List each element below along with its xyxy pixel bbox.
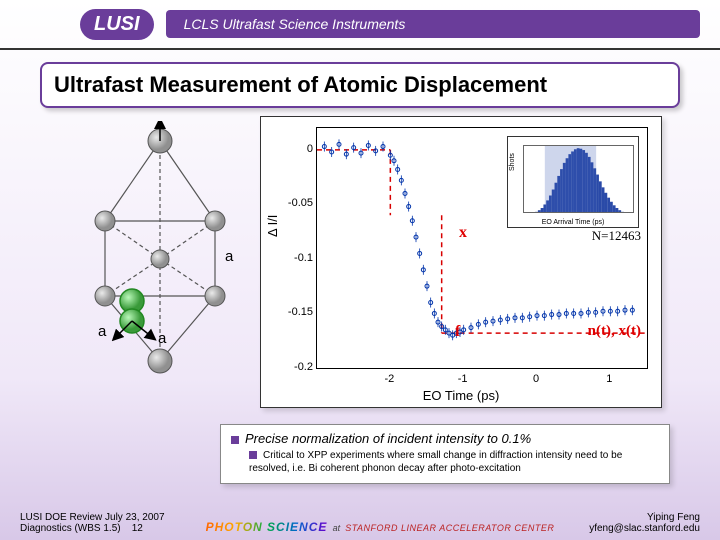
- footer-right: Yiping Feng yfeng@slac.stanford.edu: [560, 512, 700, 534]
- summary-box: Precise normalization of incident intens…: [220, 424, 670, 484]
- content-area: a a a Δ I/I EO Arrival Time (ps) Shots N…: [50, 116, 670, 416]
- footer-wbs: Diagnostics (WBS 1.5) 12: [20, 523, 200, 534]
- y-axis-label: Δ I/I: [265, 215, 280, 237]
- inset-ylabel: Shots: [509, 153, 516, 171]
- crystal-diagram: a a a: [60, 121, 260, 381]
- crystal-label-a3: a: [225, 248, 234, 265]
- footer-author: Yiping Feng: [560, 512, 700, 523]
- x-annotation: x: [459, 224, 467, 242]
- plot-area: EO Arrival Time (ps) Shots N=12463 x f n…: [316, 127, 648, 369]
- footer-email: yfeng@slac.stanford.edu: [560, 523, 700, 534]
- footer-lab: STANFORD LINEAR ACCELERATOR CENTER: [345, 523, 554, 533]
- footer-left: LUSI DOE Review July 23, 2007 Diagnostic…: [20, 512, 200, 534]
- footer-brand: PHOTON SCIENCE: [206, 520, 328, 534]
- inset-plot: EO Arrival Time (ps) Shots: [507, 136, 639, 228]
- nt-annotation: n(t), x(t): [588, 323, 641, 340]
- crystal-label-a2: a: [158, 330, 167, 347]
- x-axis-label: EO Time (ps): [423, 388, 500, 403]
- footer-review: LUSI DOE Review July 23, 2007: [20, 512, 200, 523]
- inset-xlabel: EO Arrival Time (ps): [542, 219, 605, 226]
- crystal-label-a1: a: [98, 323, 107, 340]
- header: LUSI LCLS Ultrafast Science Instruments: [0, 0, 720, 50]
- f-annotation: f: [455, 323, 460, 341]
- header-subtitle: LCLS Ultrafast Science Instruments: [166, 10, 700, 38]
- summary-sub: Critical to XPP experiments where small …: [249, 450, 659, 475]
- inset-histogram: [523, 145, 634, 213]
- footer: LUSI DOE Review July 23, 2007 Diagnostic…: [0, 512, 720, 534]
- summary-main: Precise normalization of incident intens…: [231, 431, 659, 446]
- n-label: N=12463: [592, 228, 641, 244]
- main-plot: Δ I/I EO Arrival Time (ps) Shots N=12463…: [260, 116, 662, 408]
- inset-svg: [524, 146, 634, 213]
- slide-title: Ultrafast Measurement of Atomic Displace…: [54, 72, 547, 97]
- logo: LUSI: [80, 9, 154, 40]
- slide-title-box: Ultrafast Measurement of Atomic Displace…: [40, 62, 680, 108]
- footer-center: PHOTON SCIENCE at STANFORD LINEAR ACCELE…: [200, 520, 560, 534]
